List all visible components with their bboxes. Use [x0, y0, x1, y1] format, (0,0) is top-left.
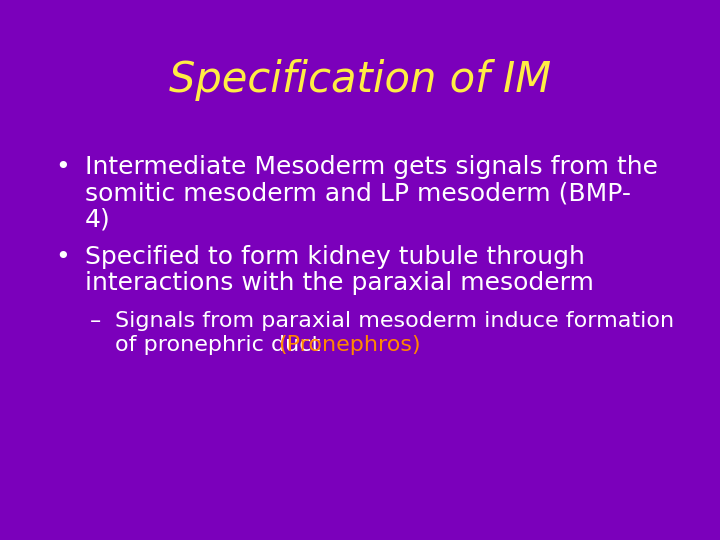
Text: (Pronephros): (Pronephros) — [278, 335, 420, 355]
Text: somitic mesoderm and LP mesoderm (BMP-: somitic mesoderm and LP mesoderm (BMP- — [85, 181, 631, 205]
Text: •: • — [55, 245, 70, 269]
Text: Specification of IM: Specification of IM — [169, 59, 551, 101]
Text: Specified to form kidney tubule through: Specified to form kidney tubule through — [85, 245, 585, 269]
Text: 4): 4) — [85, 207, 111, 231]
Text: –: – — [90, 311, 102, 331]
Text: interactions with the paraxial mesoderm: interactions with the paraxial mesoderm — [85, 271, 594, 295]
Text: Signals from paraxial mesoderm induce formation: Signals from paraxial mesoderm induce fo… — [115, 311, 674, 331]
Text: Intermediate Mesoderm gets signals from the: Intermediate Mesoderm gets signals from … — [85, 155, 658, 179]
Text: of pronephric duct: of pronephric duct — [115, 335, 328, 355]
Text: •: • — [55, 155, 70, 179]
